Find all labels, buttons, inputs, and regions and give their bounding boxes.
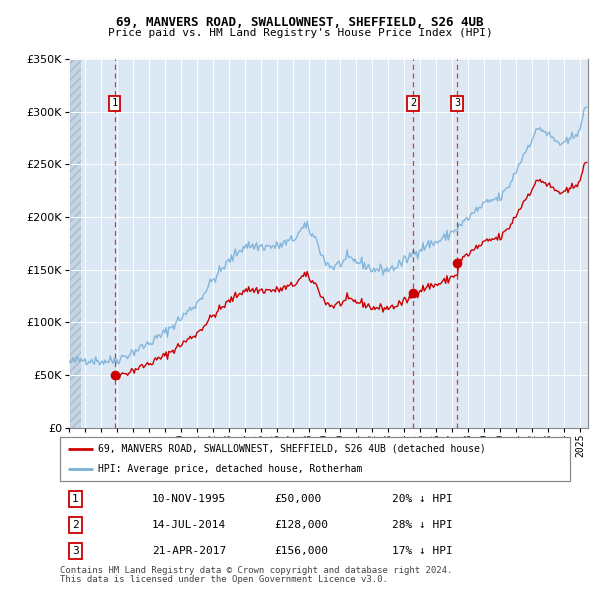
Text: 3: 3 xyxy=(454,99,460,108)
Text: HPI: Average price, detached house, Rotherham: HPI: Average price, detached house, Roth… xyxy=(98,464,362,474)
Text: 21-APR-2017: 21-APR-2017 xyxy=(152,546,226,556)
Text: 20% ↓ HPI: 20% ↓ HPI xyxy=(392,494,452,504)
Text: Contains HM Land Registry data © Crown copyright and database right 2024.: Contains HM Land Registry data © Crown c… xyxy=(60,566,452,575)
Text: 10-NOV-1995: 10-NOV-1995 xyxy=(152,494,226,504)
Text: 17% ↓ HPI: 17% ↓ HPI xyxy=(392,546,452,556)
Text: 2: 2 xyxy=(410,99,416,108)
Text: This data is licensed under the Open Government Licence v3.0.: This data is licensed under the Open Gov… xyxy=(60,575,388,584)
Text: 14-JUL-2014: 14-JUL-2014 xyxy=(152,520,226,530)
Text: £50,000: £50,000 xyxy=(274,494,322,504)
Text: 2: 2 xyxy=(72,520,79,530)
Text: 69, MANVERS ROAD, SWALLOWNEST, SHEFFIELD, S26 4UB: 69, MANVERS ROAD, SWALLOWNEST, SHEFFIELD… xyxy=(116,16,484,29)
Text: £156,000: £156,000 xyxy=(274,546,328,556)
Text: Price paid vs. HM Land Registry's House Price Index (HPI): Price paid vs. HM Land Registry's House … xyxy=(107,28,493,38)
Text: 1: 1 xyxy=(112,99,118,108)
Text: 1: 1 xyxy=(72,494,79,504)
Text: 69, MANVERS ROAD, SWALLOWNEST, SHEFFIELD, S26 4UB (detached house): 69, MANVERS ROAD, SWALLOWNEST, SHEFFIELD… xyxy=(98,444,486,454)
Text: 28% ↓ HPI: 28% ↓ HPI xyxy=(392,520,452,530)
Text: 3: 3 xyxy=(72,546,79,556)
Text: £128,000: £128,000 xyxy=(274,520,328,530)
Bar xyxy=(69,59,81,428)
